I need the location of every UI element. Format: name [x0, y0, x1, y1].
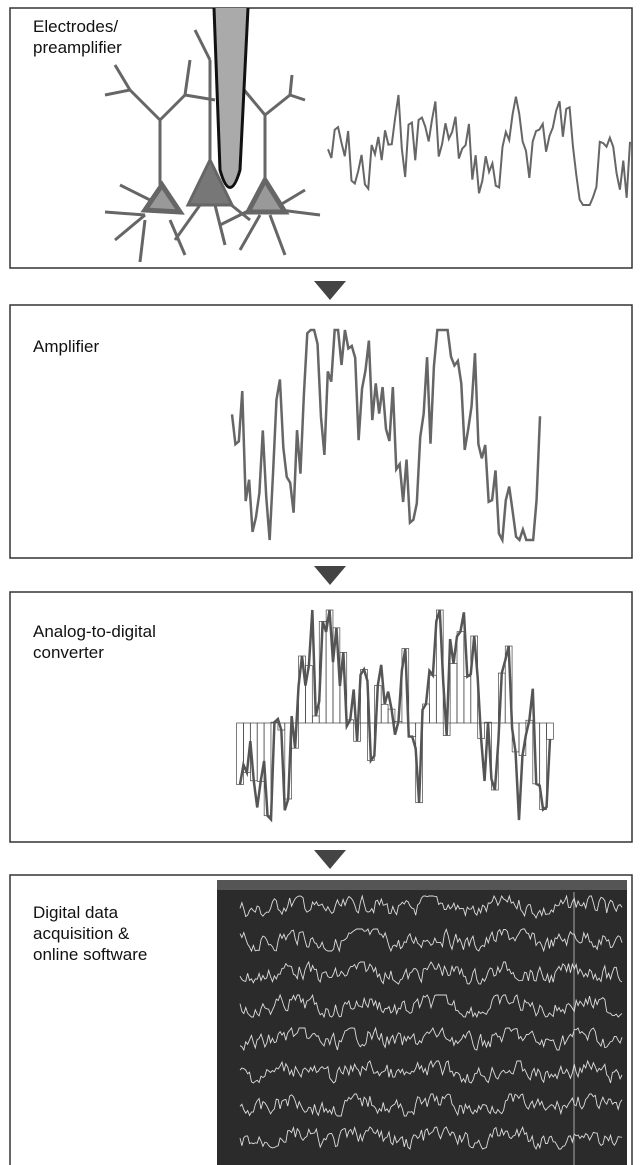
panel-label: preamplifier [33, 38, 122, 57]
panel-label: Digital data [33, 903, 119, 922]
diagram: Electrodes/preamplifier Amplifier Analog-t… [0, 0, 640, 1165]
window-bar [217, 880, 627, 890]
arrow [314, 281, 346, 300]
arrow [314, 850, 346, 869]
arrow [314, 566, 346, 585]
panel-label: Electrodes/ [33, 17, 118, 36]
panel-label: online software [33, 945, 147, 964]
panel-label: acquisition & [33, 924, 130, 943]
panel-label: converter [33, 643, 104, 662]
panel-label: Analog-to-digital [33, 622, 156, 641]
software-window [217, 880, 627, 1165]
panel-label: Amplifier [33, 337, 99, 356]
